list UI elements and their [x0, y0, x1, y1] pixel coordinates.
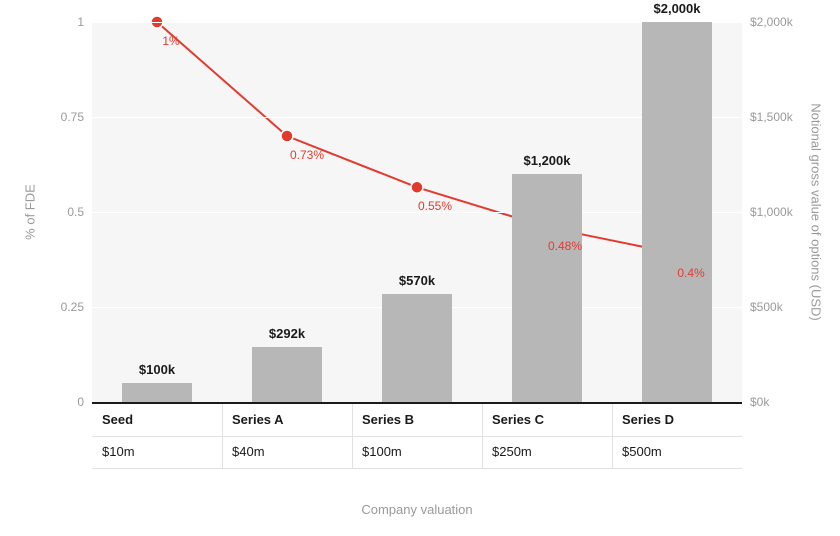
line-point-label: 0.73%: [290, 148, 324, 162]
y-right-tick: $500k: [750, 300, 783, 314]
table-col-divider: [482, 404, 483, 468]
table-row-divider: [92, 468, 742, 469]
bar: [512, 174, 582, 402]
bar-value-label: $570k: [399, 273, 435, 288]
category-label: Series D: [622, 413, 674, 426]
category-label: Seed: [102, 413, 133, 426]
category-label: Series A: [232, 413, 284, 426]
bar: [642, 22, 712, 402]
y-right-tick: $0k: [750, 395, 769, 409]
valuation-label: $10m: [102, 445, 135, 458]
y-left-tick: 0: [54, 395, 84, 409]
y-left-tick: 0.75: [54, 110, 84, 124]
valuation-label: $100m: [362, 445, 402, 458]
line-point-label: 0.4%: [677, 266, 704, 280]
line-path: [157, 22, 677, 254]
valuation-label: $500m: [622, 445, 662, 458]
line-point-label: 0.55%: [418, 199, 452, 213]
valuation-label: $40m: [232, 445, 265, 458]
y-left-tick: 0.25: [54, 300, 84, 314]
line-point-label: 0.48%: [548, 239, 582, 253]
y-right-tick: $1,000k: [750, 205, 793, 219]
bar: [252, 347, 322, 402]
bar-value-label: $292k: [269, 326, 305, 341]
y-right-tick: $2,000k: [750, 15, 793, 29]
x-baseline: [92, 402, 742, 404]
line-point: [281, 130, 293, 142]
table-col-divider: [352, 404, 353, 468]
y-left-tick: 1: [54, 15, 84, 29]
y-right-tick: $1,500k: [750, 110, 793, 124]
y-left-tick: 0.5: [54, 205, 84, 219]
category-label: Series B: [362, 413, 414, 426]
category-label: Series C: [492, 413, 544, 426]
bar-value-label: $100k: [139, 362, 175, 377]
bar-value-label: $2,000k: [654, 1, 701, 16]
chart-stage: % of FDE Notional gross value of options…: [0, 0, 840, 536]
line-point: [411, 181, 423, 193]
table-row-divider: [92, 436, 742, 437]
bar: [122, 383, 192, 402]
bar-value-label: $1,200k: [524, 153, 571, 168]
table-col-divider: [612, 404, 613, 468]
table-col-divider: [222, 404, 223, 468]
line-point-label: 1%: [162, 34, 179, 48]
bar: [382, 294, 452, 402]
valuation-label: $250m: [492, 445, 532, 458]
